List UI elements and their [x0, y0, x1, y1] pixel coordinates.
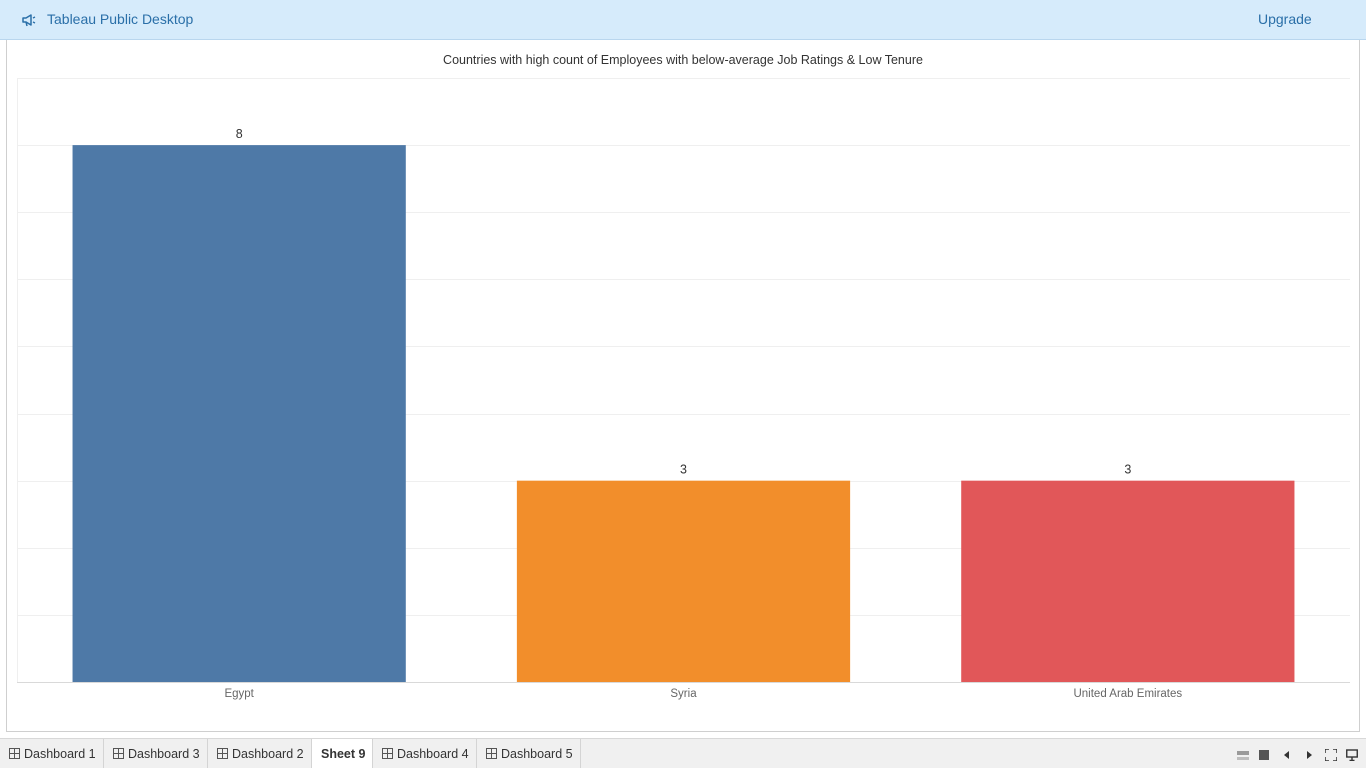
bar-united-arab-emirates[interactable]: [961, 480, 1295, 682]
megaphone-icon: [22, 14, 36, 27]
chart-title: Countries with high count of Employees w…: [443, 53, 923, 67]
dashboard-grid-icon: [113, 748, 124, 759]
sheet-view-icon[interactable]: [1258, 749, 1270, 761]
data-label: 3: [1124, 463, 1131, 477]
bar-syria[interactable]: [516, 480, 851, 682]
tab-dashboard-2[interactable]: Dashboard 2: [208, 739, 312, 768]
tab-label: Dashboard 2: [232, 746, 304, 761]
tab-sheet-9[interactable]: Sheet 9: [312, 739, 373, 768]
tab-dashboard-5[interactable]: Dashboard 5: [477, 739, 581, 768]
bar-egypt[interactable]: [72, 145, 406, 683]
upgrade-link[interactable]: Upgrade: [1258, 11, 1312, 27]
bar-chart: 8 Egypt 3 Syria 3 United Arab Emirates: [17, 78, 1350, 700]
sheet-tab-bar: Dashboard 1 Dashboard 3 Dashboard 2 Sheet 9…: [0, 738, 1366, 768]
tab-dashboard-1[interactable]: Dashboard 1: [0, 739, 104, 768]
top-banner: Tableau Public Desktop Upgrade: [0, 0, 1366, 40]
tab-dashboard-3[interactable]: Dashboard 3: [104, 739, 208, 768]
data-label: 3: [680, 463, 687, 477]
tab-label: Sheet 9: [321, 746, 366, 761]
tab-label: Dashboard 4: [397, 746, 469, 761]
presentation-icon[interactable]: [1346, 749, 1358, 761]
previous-icon[interactable]: [1281, 749, 1293, 761]
dashboard-grid-icon: [382, 748, 393, 759]
filmstrip-view-icon[interactable]: [1237, 749, 1249, 761]
tab-dashboard-4[interactable]: Dashboard 4: [373, 739, 477, 768]
tab-label: Dashboard 3: [128, 746, 200, 761]
fullscreen-icon[interactable]: [1325, 749, 1337, 761]
next-icon[interactable]: [1303, 749, 1315, 761]
category-label: Egypt: [224, 688, 254, 700]
dashboard-grid-icon: [217, 748, 228, 759]
tab-label: Dashboard 1: [24, 746, 96, 761]
app-title: Tableau Public Desktop: [47, 11, 194, 27]
category-label: Syria: [670, 688, 697, 700]
tab-label: Dashboard 5: [501, 746, 573, 761]
category-label: United Arab Emirates: [1073, 688, 1182, 700]
dashboard-grid-icon: [486, 748, 497, 759]
data-label: 8: [236, 127, 243, 141]
dashboard-grid-icon: [9, 748, 20, 759]
